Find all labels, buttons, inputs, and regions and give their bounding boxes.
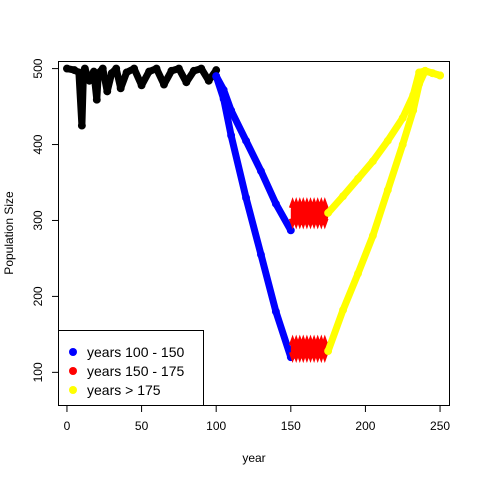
legend: years 100 - 150 years 150 - 175 years > 17…	[58, 330, 204, 406]
data-point	[271, 199, 280, 208]
data-point	[167, 66, 176, 75]
data-point	[85, 76, 94, 85]
series-1	[212, 72, 295, 362]
data-point	[107, 69, 116, 78]
data-point	[204, 76, 213, 85]
series-band-edge	[288, 334, 329, 352]
data-point	[286, 226, 295, 235]
y-axis-label: Population Size	[2, 191, 16, 275]
x-axis: 0 50 100 150 200 250	[64, 405, 450, 433]
x-tick-label: 100	[206, 419, 226, 433]
x-tick-label: 150	[281, 419, 301, 433]
legend-box	[58, 330, 204, 406]
data-point	[324, 208, 333, 217]
series-layer	[63, 64, 444, 364]
data-point	[130, 64, 139, 73]
legend-swatch	[69, 367, 77, 375]
series-2	[288, 196, 329, 364]
data-point	[398, 140, 407, 149]
series-3	[324, 66, 444, 356]
data-point	[409, 106, 418, 115]
series-band-edge	[288, 346, 329, 364]
y-tick-label: 400	[31, 134, 45, 154]
x-tick-label: 200	[355, 419, 375, 433]
data-point	[103, 87, 112, 96]
data-point	[436, 71, 444, 80]
data-point	[197, 64, 206, 73]
legend-swatch	[69, 386, 77, 394]
series-line	[324, 67, 444, 355]
y-tick-label: 500	[31, 58, 45, 78]
data-point	[145, 67, 153, 76]
series-0	[63, 64, 221, 130]
data-point	[116, 84, 125, 93]
series-band-edge	[288, 212, 329, 230]
y-tick-label: 200	[31, 286, 45, 306]
data-point	[122, 68, 131, 77]
y-tick-label: 100	[31, 362, 45, 382]
data-point	[219, 95, 228, 103]
data-point	[354, 269, 362, 278]
data-point	[339, 306, 347, 315]
data-point	[368, 231, 377, 240]
data-point	[368, 157, 377, 166]
data-point	[383, 186, 392, 195]
data-point	[227, 131, 236, 140]
data-point	[112, 64, 121, 73]
data-point	[415, 79, 424, 88]
data-point	[271, 307, 280, 316]
data-point	[174, 64, 183, 73]
data-point	[257, 167, 265, 176]
x-tick-label: 250	[430, 419, 450, 433]
data-point	[137, 81, 146, 90]
data-point	[398, 114, 407, 122]
data-point	[354, 174, 362, 183]
y-tick-label: 300	[31, 210, 45, 230]
data-point	[383, 136, 392, 145]
data-point	[324, 347, 333, 356]
y-axis: 100 200 300 400 500	[31, 58, 59, 382]
x-tick-label: 50	[135, 419, 149, 433]
data-point	[152, 64, 161, 73]
data-point	[182, 78, 191, 87]
legend-label: years > 175	[87, 382, 161, 398]
data-point	[242, 136, 250, 145]
data-point	[92, 95, 101, 104]
x-tick-label: 0	[64, 419, 71, 433]
legend-label: years 150 - 175	[87, 363, 184, 379]
data-point	[63, 64, 71, 73]
legend-label: years 100 - 150	[87, 344, 184, 360]
data-point	[242, 193, 250, 202]
data-point	[421, 66, 430, 75]
series-band-edge	[288, 196, 329, 215]
x-axis-label: year	[242, 451, 265, 465]
data-point	[428, 69, 437, 78]
data-point	[339, 192, 347, 201]
legend-swatch	[69, 348, 77, 356]
data-point	[89, 67, 98, 76]
data-point	[257, 250, 265, 259]
data-point	[212, 72, 221, 81]
data-point	[189, 66, 198, 75]
data-point	[80, 64, 89, 73]
data-point	[94, 69, 103, 78]
data-point	[160, 80, 168, 89]
data-point	[77, 121, 86, 130]
data-point	[98, 64, 107, 73]
series-line	[212, 72, 295, 361]
